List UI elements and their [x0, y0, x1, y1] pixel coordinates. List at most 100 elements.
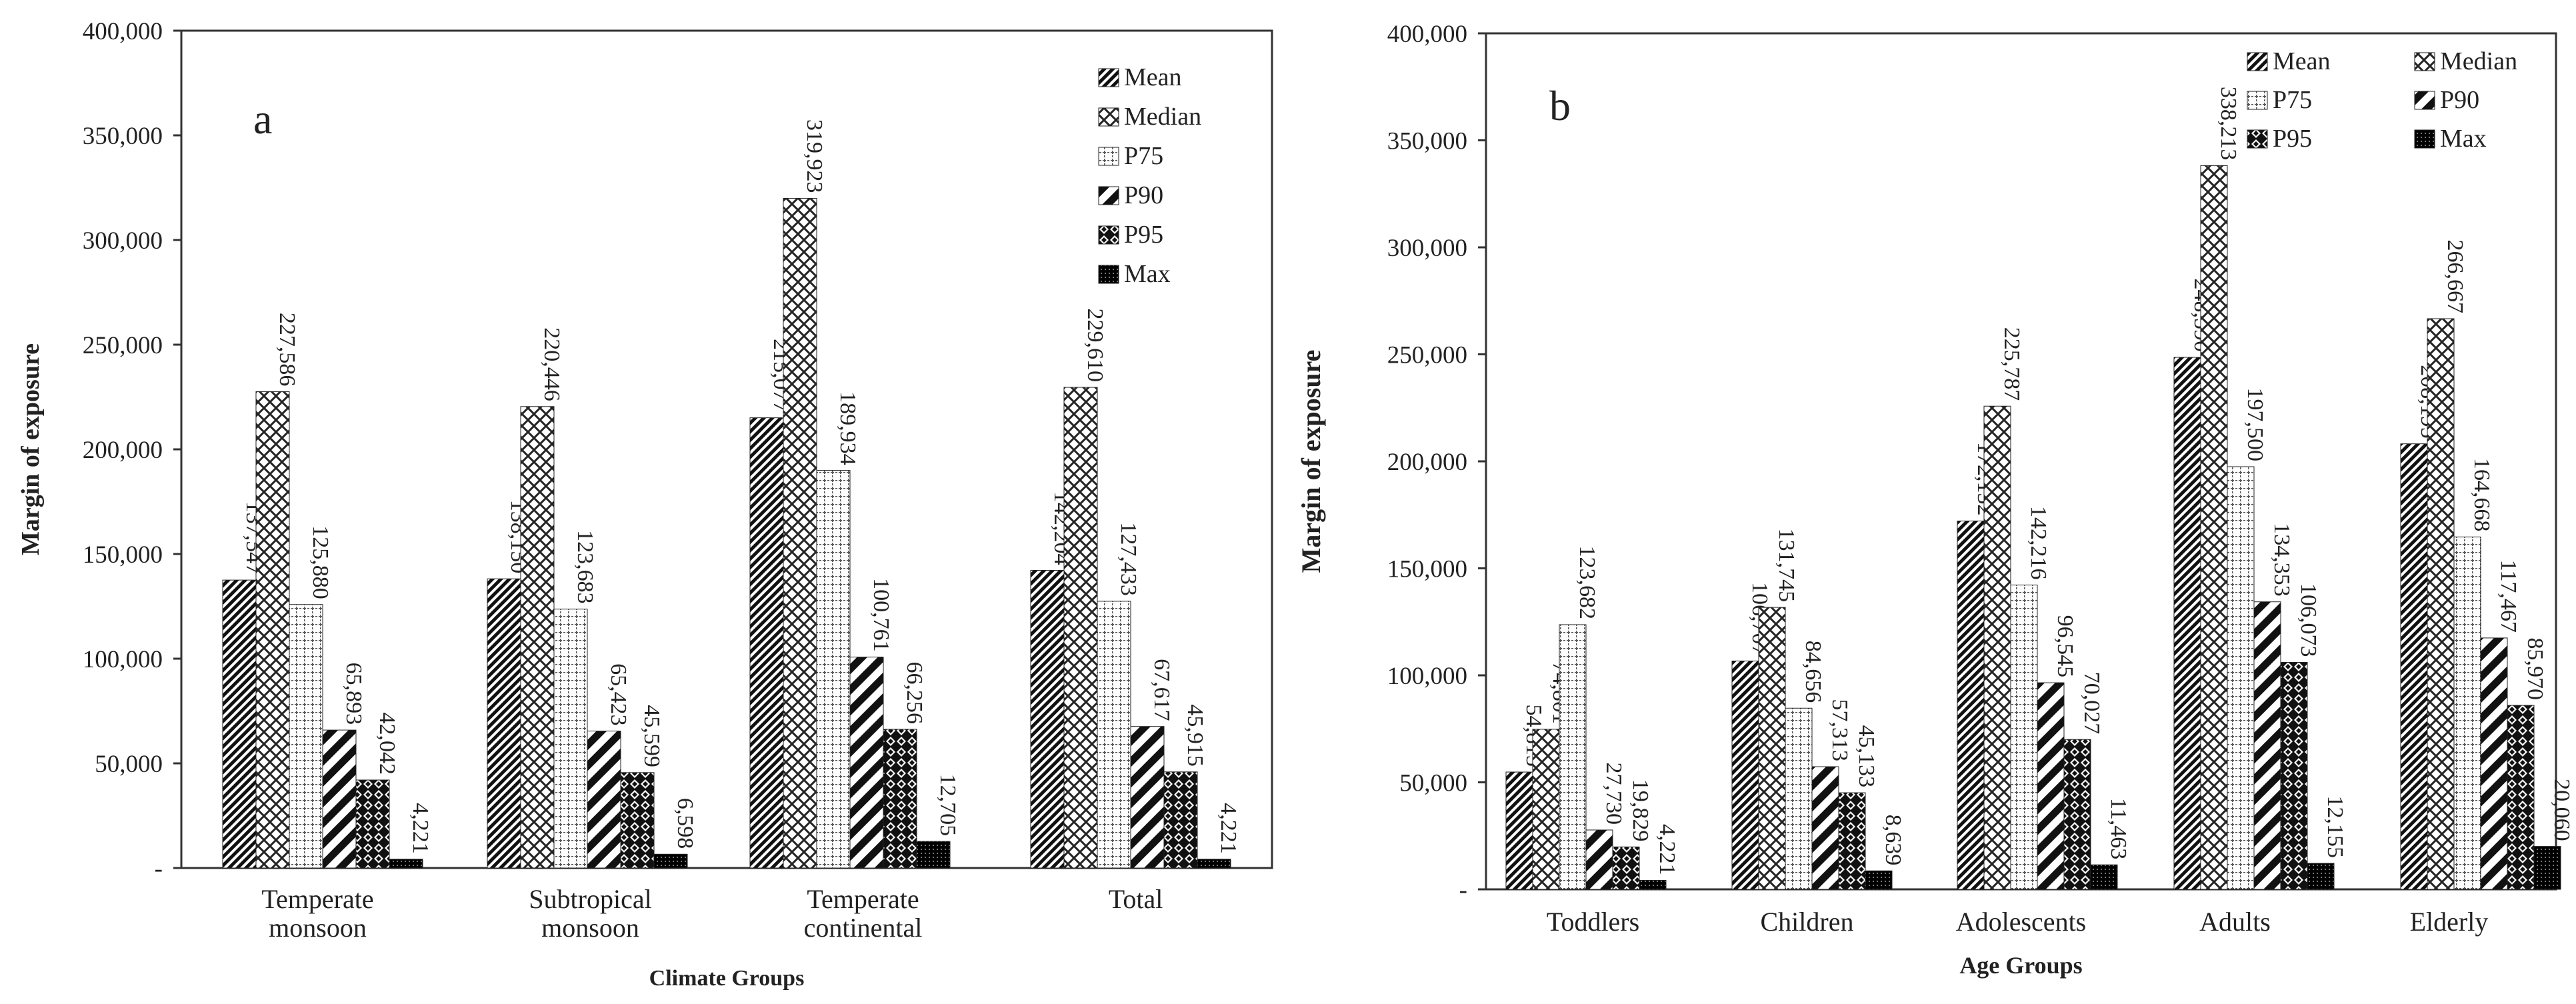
bar-p95 — [883, 729, 917, 869]
bar-max — [1197, 859, 1231, 869]
legend-swatch-p95 — [2247, 129, 2268, 149]
x-axis-title: Climate Groups — [649, 966, 805, 991]
y-tick-label: 400,000 — [83, 18, 163, 45]
bar-p95 — [355, 779, 390, 869]
bar-mean — [1030, 569, 1065, 869]
bar-value-label: 96,545 — [2053, 615, 2077, 678]
bar-p95 — [2507, 705, 2535, 890]
bar-p90 — [2480, 637, 2508, 890]
bar-value-label: 6,598 — [673, 798, 697, 849]
bar-p75 — [1097, 601, 1131, 869]
bar-mean — [2400, 443, 2428, 890]
bar-value-label: 42,042 — [375, 712, 399, 775]
x-category-label: Temperate — [261, 884, 373, 914]
legend-swatch-max — [2414, 129, 2435, 149]
bar-median — [783, 197, 817, 869]
bar-value-label: 65,893 — [341, 663, 366, 725]
bar-value-label: 12,705 — [935, 774, 960, 837]
legend-swatch-p90 — [2414, 91, 2435, 110]
bar-value-label: 189,934 — [835, 391, 860, 465]
legend-swatch-p90 — [1098, 186, 1119, 205]
legend-label-p90: P90 — [1124, 181, 1163, 209]
x-category-label: Adolescents — [1956, 907, 2087, 937]
bar-max — [2533, 846, 2561, 890]
y-tick-label: 250,000 — [1387, 342, 1467, 369]
bar-p90 — [2253, 601, 2281, 890]
bar-mean — [2173, 357, 2201, 890]
bar-max — [1639, 879, 1667, 890]
bar-max — [653, 853, 688, 869]
x-category-label: Temperate — [807, 884, 919, 914]
bar-p90 — [322, 729, 357, 869]
y-tick-label: 100,000 — [83, 646, 163, 673]
y-tick-label: 350,000 — [1387, 128, 1467, 155]
bar-p75 — [1559, 624, 1587, 890]
bar-median — [1063, 387, 1098, 869]
bar-value-label: 67,617 — [1149, 659, 1174, 721]
panel-label: a — [253, 95, 272, 143]
bar-p90 — [587, 731, 621, 869]
bar-max — [1865, 870, 1893, 890]
x-category-label: Subtropical — [529, 884, 651, 914]
y-tick-label: 50,000 — [95, 751, 163, 778]
bar-p90 — [1585, 829, 1613, 890]
bar-value-label: 106,073 — [2296, 583, 2321, 657]
x-category-label: Total — [1109, 884, 1163, 914]
bar-p95 — [2063, 739, 2091, 890]
x-axis-title: Age Groups — [1959, 952, 2082, 979]
legend-label-p75: P75 — [1124, 142, 1163, 170]
bar-mean — [1505, 771, 1533, 890]
x-category-label: Adults — [2199, 907, 2271, 937]
bar-mean — [1731, 660, 1759, 890]
y-tick-label: 350,000 — [83, 123, 163, 150]
panel-label: b — [1549, 82, 1571, 129]
bar-p75 — [553, 609, 588, 869]
bar-p90 — [1130, 726, 1165, 869]
bar-p95 — [2280, 662, 2308, 890]
bar-max — [389, 859, 423, 869]
bar-value-label: 123,683 — [573, 530, 597, 604]
x-category-label: Children — [1761, 907, 1854, 937]
bar-value-label: 45,599 — [639, 705, 664, 767]
y-tick-label: 300,000 — [83, 227, 163, 255]
legend-label-max: Max — [1124, 260, 1171, 288]
legend-swatch-median — [1098, 107, 1119, 127]
legend-swatch-mean — [2247, 52, 2268, 71]
bar-p90 — [849, 657, 884, 869]
bar-value-label: 225,787 — [1999, 327, 2024, 401]
legend-swatch-median — [2414, 52, 2435, 71]
bar-value-label: 164,668 — [2469, 458, 2494, 532]
bar-median — [1758, 607, 1786, 890]
bar-value-label: 19,829 — [1628, 779, 1653, 842]
y-axis-title: Margin of exposure — [17, 343, 45, 555]
legend-label-mean: Mean — [1124, 63, 1182, 91]
bar-value-label: 127,433 — [1116, 522, 1141, 596]
bar-value-label: 11,463 — [2106, 798, 2131, 859]
y-tick-label: 400,000 — [1387, 21, 1467, 48]
bar-value-label: 70,027 — [2079, 672, 2104, 735]
bar-median — [255, 391, 290, 869]
legend-label-p90: P90 — [2440, 86, 2479, 114]
bar-median — [1532, 729, 1560, 890]
panel-a-chart: - 50,000 100,000 150,000 200,000 250,000 300,0… — [17, 18, 1273, 991]
bar-p75 — [289, 604, 323, 869]
bar-mean — [222, 579, 257, 869]
legend-swatch-p75 — [1098, 147, 1119, 166]
bar-mean — [749, 417, 784, 869]
bar-p75 — [2453, 536, 2481, 890]
bar-value-label: 134,353 — [2269, 523, 2294, 597]
bar-value-label: 8,639 — [1881, 815, 1905, 866]
bar-value-label: 66,256 — [902, 661, 927, 724]
y-tick-label: - — [155, 855, 163, 883]
y-tick-label: 300,000 — [1387, 235, 1467, 262]
bar-p95 — [1838, 792, 1866, 890]
bar-value-label: 57,313 — [1827, 699, 1852, 762]
bar-p95 — [1163, 771, 1198, 869]
bar-value-label: 319,923 — [802, 119, 827, 193]
bar-p75 — [2010, 584, 2038, 890]
bar-value-label: 266,667 — [2443, 239, 2467, 313]
bar-mean — [487, 578, 521, 869]
x-category-label: monsoon — [541, 913, 639, 943]
bar-median — [2200, 165, 2228, 890]
